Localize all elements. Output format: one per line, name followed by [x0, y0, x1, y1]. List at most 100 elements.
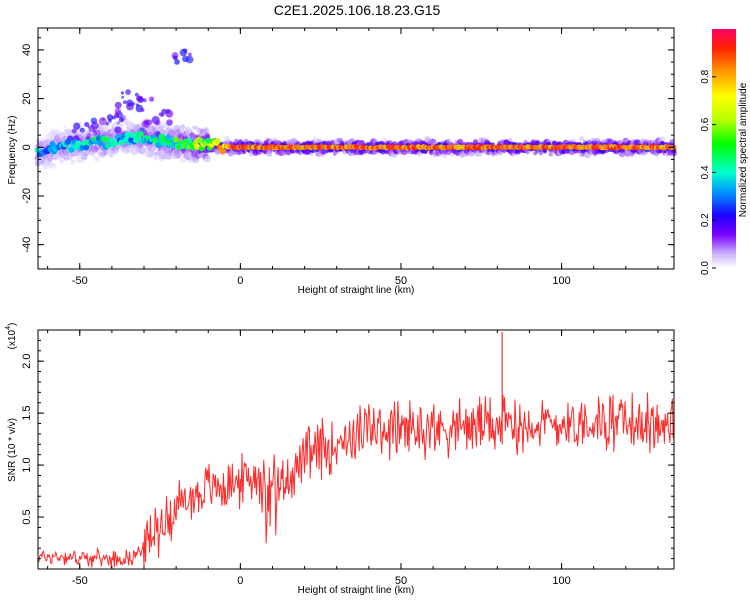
spectrogram-ridge-cell [165, 134, 172, 141]
spectrogram-cell [70, 159, 75, 164]
spectrogram-cell [63, 125, 67, 129]
spectrogram-cell [141, 148, 147, 154]
spectrogram-cell [188, 159, 192, 163]
colorbar-tick-label: 0.4 [700, 165, 711, 179]
spectrogram-cell [155, 120, 161, 126]
spectrogram-cell [188, 52, 192, 57]
spectrogram-cells [34, 48, 677, 170]
spectrogram-xlabel: Height of straight line (km) [298, 285, 415, 296]
colorbar-label: Normalized spectral amplitude [738, 82, 749, 217]
spectrogram-cell [161, 108, 167, 115]
spectrogram-ridge-cell [118, 139, 125, 146]
spectrogram-ridge-cell [124, 131, 131, 138]
spectrogram-ytick-label: 20 [21, 92, 33, 104]
colorbar-ticks: 0.0 0.2 0.4 0.6 0.8 [700, 69, 716, 275]
spectrogram-cell [205, 134, 210, 139]
snr-multiplier-base: (x10 [7, 329, 18, 349]
spectrogram-ridge-cell [137, 131, 144, 137]
snr-xtick-label: 0 [237, 575, 243, 587]
spectrogram-cell [309, 152, 314, 156]
spectrogram-cell [160, 121, 167, 127]
spectrogram-cell [50, 162, 57, 169]
spectrogram-cell [182, 159, 187, 163]
spectrogram-cell [140, 108, 145, 112]
spectrogram-cell [135, 103, 139, 107]
svg-text:(x104): (x104) [5, 323, 18, 350]
spectrogram-cell [172, 55, 178, 61]
colorbar-gradient [712, 29, 736, 268]
snr-ytick-label: 2.0 [21, 354, 33, 369]
spectrogram-cell [166, 119, 173, 126]
spectrogram-cell [79, 127, 85, 133]
spectrogram-ytick-label: -20 [21, 188, 33, 204]
spectrogram-cell [71, 128, 77, 134]
spectrogram-cell [266, 150, 273, 157]
spectrogram-cell [98, 117, 107, 126]
spectrogram-cell [105, 122, 109, 126]
spectrogram-ridge-cell [219, 148, 226, 155]
spectrogram-ridge-cell [129, 132, 136, 139]
spectrogram-ytick-label: -40 [21, 237, 33, 253]
spectrogram-cell [151, 146, 157, 152]
spectrogram-ytick-label: 40 [21, 44, 33, 56]
spectrogram-ridge-cell [158, 133, 165, 140]
spectrogram-cell [659, 136, 666, 142]
spectrogram-frame [37, 27, 675, 270]
spectrogram-ridge-cell [65, 138, 72, 145]
spectrogram-cell [114, 126, 122, 134]
spectrogram-ridge-cell [194, 143, 200, 150]
spectrogram-cell [525, 149, 530, 155]
spectrogram-ticks: -50 0 50 100 -40 -20 0 20 40 [21, 28, 674, 287]
snr-ytick-label: 0.5 [21, 509, 33, 524]
spectrogram-cell [617, 139, 623, 145]
spectrogram-cell [109, 154, 113, 158]
spectrogram-cell [64, 154, 70, 160]
spectrogram-ridge-cell [83, 144, 90, 151]
spectrogram-cell [121, 95, 125, 99]
snr-panel: -50 0 50 100 0.5 1.0 1.5 2.0 Height of straight… [5, 323, 675, 596]
spectrogram-cell [73, 122, 81, 130]
snr-ytick-label: 1.5 [21, 405, 33, 420]
spectrogram-cell [153, 155, 159, 161]
spectrogram-cell [136, 95, 143, 102]
spectrogram-xtick-label: 50 [395, 275, 407, 287]
spectrogram-cell [46, 155, 53, 163]
spectrogram-cell [84, 122, 90, 127]
spectrogram-cell [165, 109, 174, 118]
snr-multiplier-exp: 4 [5, 326, 12, 330]
spectrogram-cell [669, 139, 675, 145]
spectrogram-ridge-cell [168, 142, 175, 149]
spectrogram-ridge-cell [205, 137, 212, 144]
spectrogram-cell [180, 129, 185, 134]
spectrogram-ylabel: Frequency (Hz) [7, 116, 18, 185]
spectrogram-cell [69, 156, 73, 160]
snr-ytick-label: 1.0 [21, 457, 33, 472]
snr-xlabel: Height of straight line (km) [298, 585, 415, 596]
spectrogram-cell [114, 149, 120, 154]
spectrogram-cell [473, 139, 478, 145]
snr-series-line [37, 392, 675, 569]
spectrogram-cell [539, 152, 543, 156]
spectrogram-cell [116, 121, 121, 125]
spectrogram-cell [89, 151, 95, 157]
spectrogram-cell [571, 138, 576, 143]
spectrogram-cell [118, 117, 124, 123]
chart-title: C2E1.2025.106.18.23.G15 [274, 2, 441, 18]
spectrogram-ridge-cell [97, 140, 104, 147]
colorbar: 0.0 0.2 0.4 0.6 0.8 Normalized spectral ampl… [700, 29, 749, 275]
spectrogram-cell [106, 114, 114, 121]
spectrogram-xtick-label: 100 [552, 275, 570, 287]
spectrogram-cell [442, 150, 447, 155]
spectrogram-ridge-cell [161, 140, 168, 147]
spectrogram-cell [508, 138, 512, 142]
spectrogram-cell [89, 127, 93, 132]
spectrogram-xtick-label: -50 [72, 275, 88, 287]
spectrogram-ridge-cell [173, 136, 180, 143]
spectrogram-cell [179, 124, 186, 130]
spectrogram-cell [113, 112, 120, 119]
spectrogram-cell [148, 150, 156, 158]
spectrogram-cell [158, 112, 163, 117]
spectrogram-cell [202, 127, 210, 135]
spectrogram-ridge-cell [49, 141, 56, 148]
colorbar-tick-label: 0.8 [700, 69, 711, 83]
